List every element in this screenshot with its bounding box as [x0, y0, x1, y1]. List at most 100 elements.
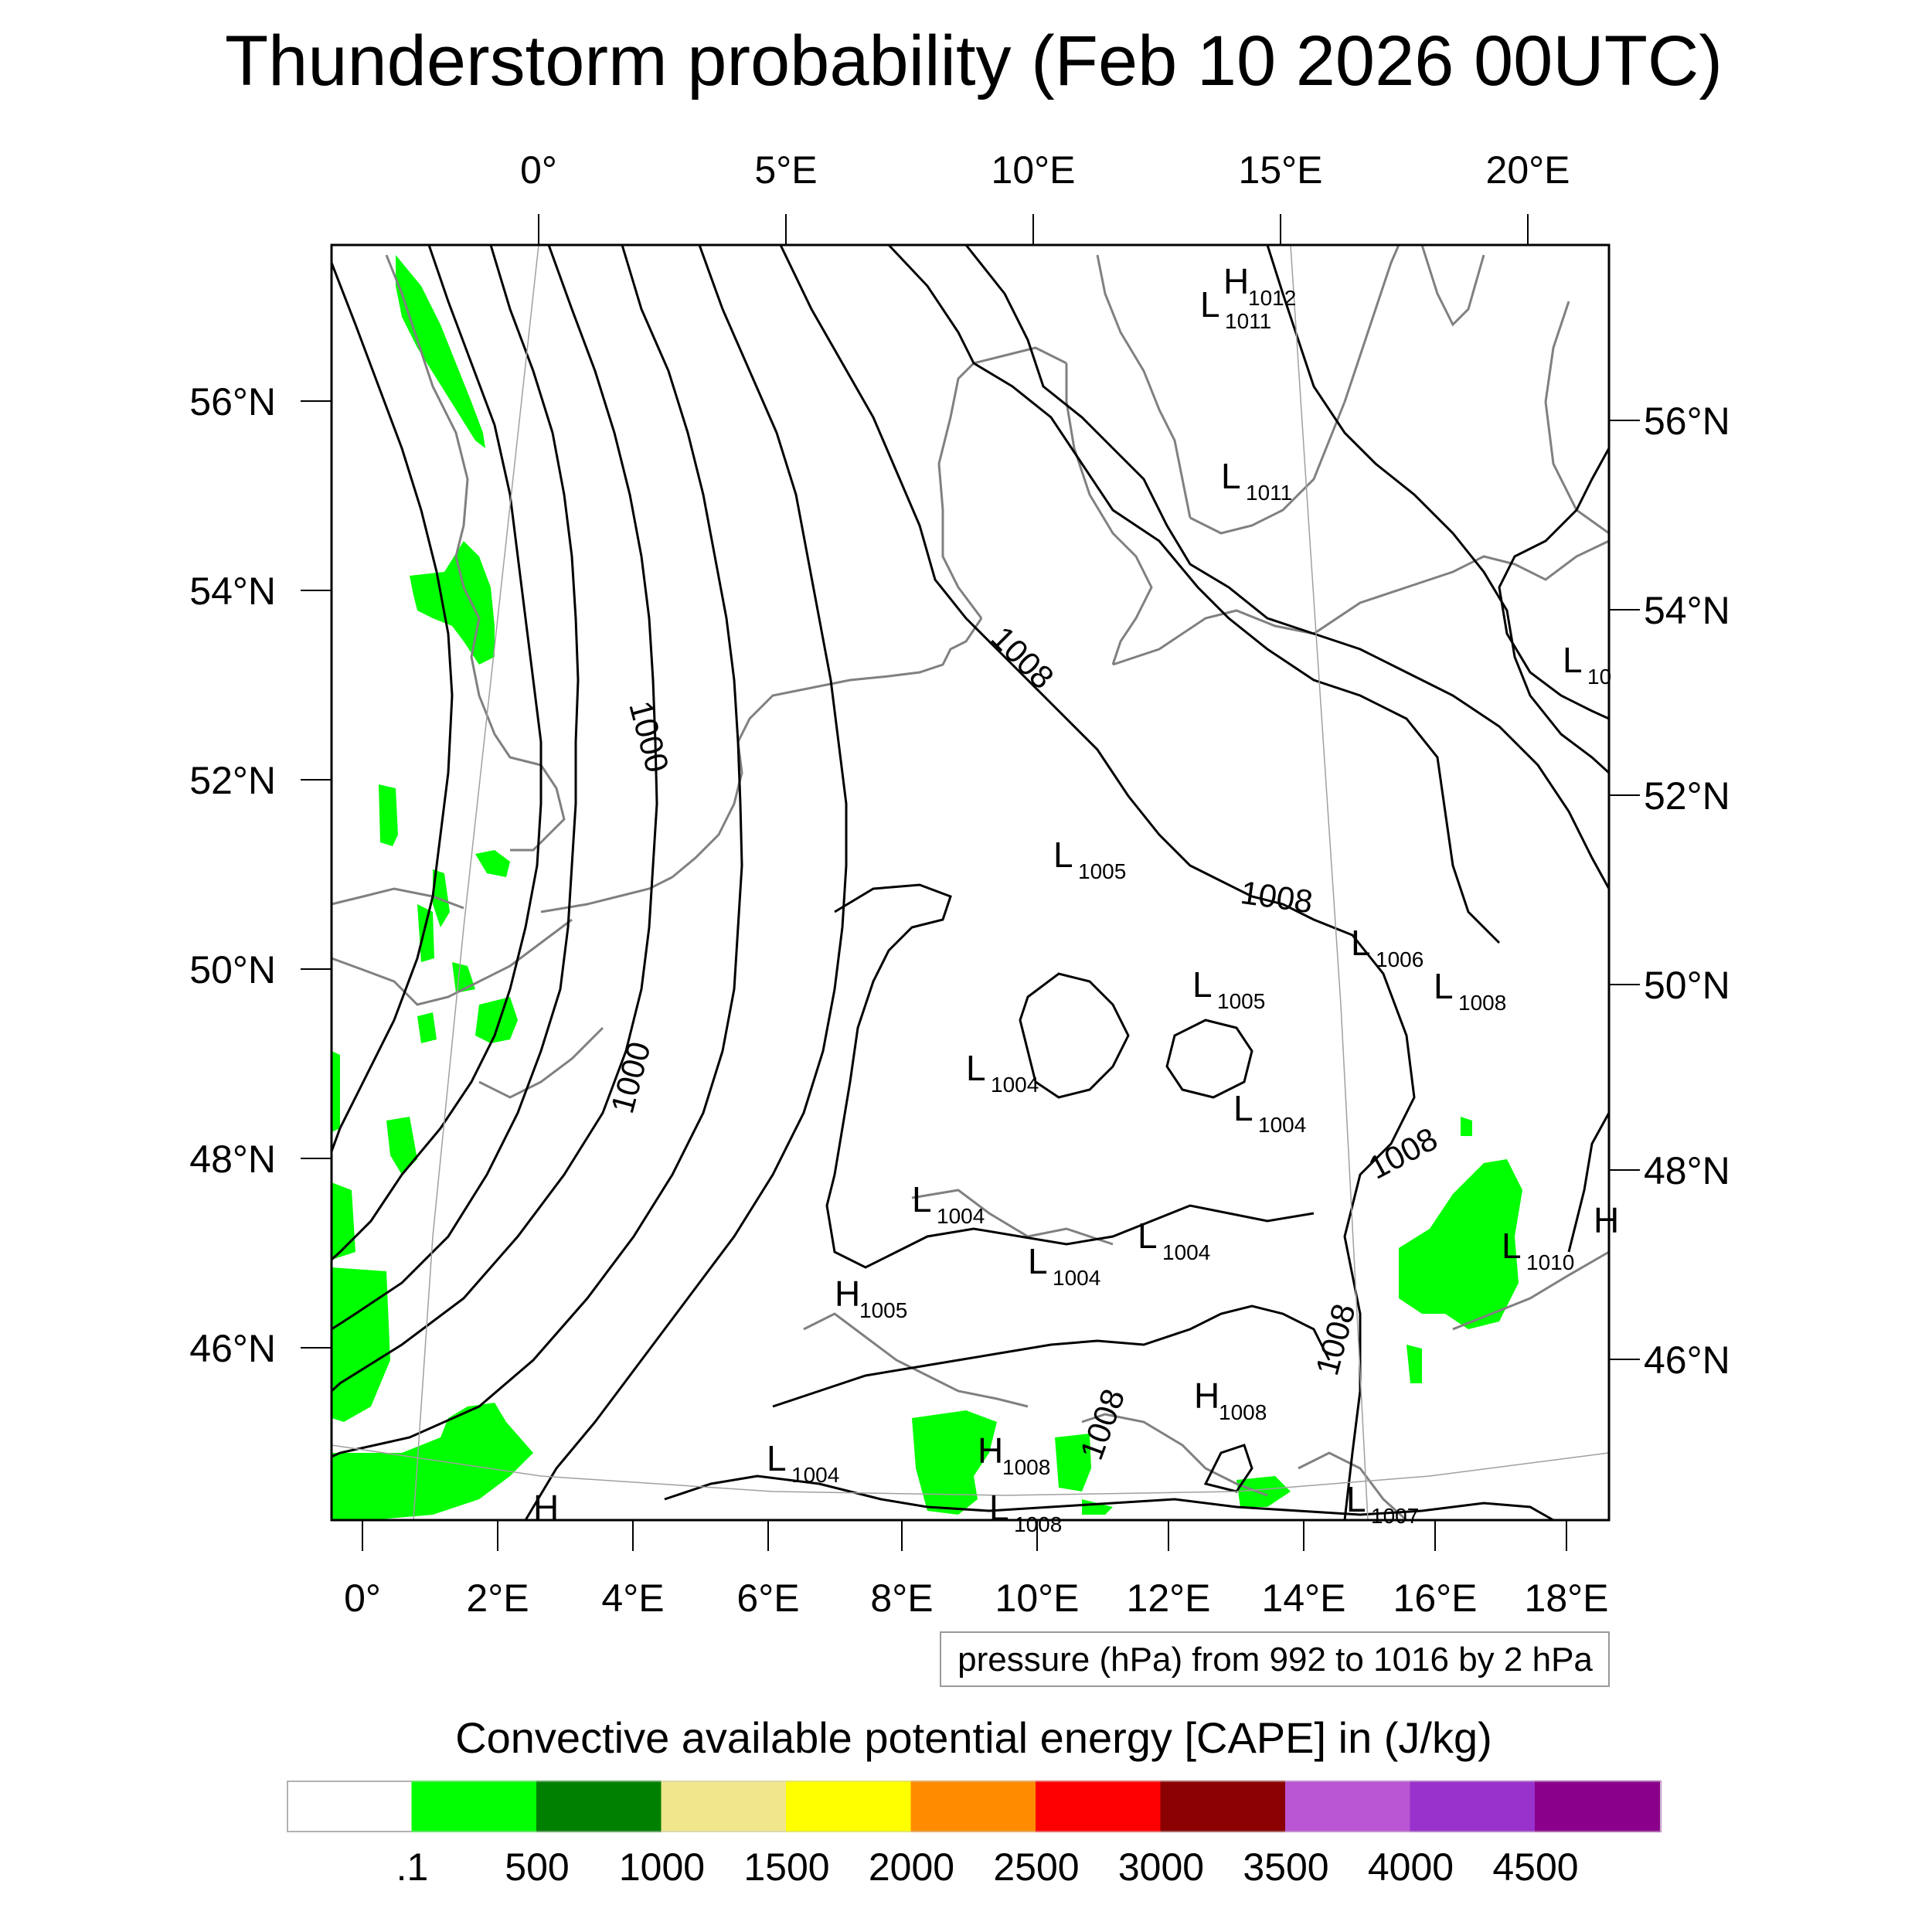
- low-pressure-center: L 1007: [1346, 1479, 1419, 1528]
- coast-france-border: [478, 1026, 604, 1099]
- colorbar-tick-label: 4000: [1368, 1845, 1454, 1889]
- map-panel: [330, 243, 1611, 1522]
- pressure-center-value: 1011: [1246, 481, 1292, 505]
- pressure-center-letter: L: [1351, 923, 1371, 963]
- cape-area-france-n2: [475, 997, 518, 1043]
- isobar-low-mid-1: [825, 883, 1315, 1269]
- isobar-1: [330, 262, 454, 1152]
- pressure-center-value: 1004: [937, 1204, 985, 1228]
- isobar-6: [524, 244, 848, 1521]
- low-pressure-center: L 1011: [1221, 456, 1292, 505]
- low-pressure-center: L 1005: [1053, 835, 1126, 883]
- pressure-center-value: 1011: [1225, 309, 1271, 333]
- colorbar-tick-label: 2000: [869, 1845, 954, 1889]
- pressure-center-letter: H: [1223, 261, 1249, 301]
- pressure-center-letter: L: [1028, 1241, 1048, 1281]
- pressure-center-letter: L: [912, 1179, 932, 1219]
- cape-area-biscay-4: [332, 1267, 390, 1422]
- pressure-center-letter: L: [767, 1438, 787, 1478]
- bottom-axis-label: 6°E: [736, 1577, 799, 1620]
- low-pressure-center: L 1008: [1434, 966, 1506, 1015]
- right-axis-label: 56°N: [1644, 400, 1730, 443]
- pressure-center-letter: H: [835, 1274, 860, 1314]
- coast-denmark-west: [937, 346, 1067, 619]
- colorbar-swatch: [1160, 1781, 1287, 1832]
- low-pressure-center: L 1004: [1233, 1088, 1306, 1137]
- coast-baltic-islands: [1420, 244, 1485, 327]
- left-axis-label: 46°N: [189, 1327, 276, 1370]
- cape-area-adriatic-2: [1082, 1499, 1113, 1515]
- colorbar-swatch: [661, 1781, 787, 1832]
- pressure-center-value: 1007: [1371, 1504, 1419, 1528]
- low-pressure-center: L 1004: [966, 1048, 1039, 1097]
- pressure-center-value: 1005: [859, 1298, 907, 1322]
- graticule: [331, 244, 1610, 1521]
- pressure-center-letter: H: [978, 1430, 1003, 1471]
- low-pressure-center: L 1006: [1351, 923, 1423, 971]
- low-pressure-center: L 1010: [1502, 1226, 1574, 1274]
- high-pressure-center: H: [1594, 1200, 1619, 1240]
- cape-area-biscay-1: [332, 1051, 340, 1132]
- pressure-center-value: 1004: [1258, 1113, 1306, 1137]
- pressure-center-value: 1004: [1053, 1266, 1100, 1290]
- isobar-11: [1498, 447, 1611, 720]
- low-pressure-center: L 1004: [767, 1438, 839, 1487]
- coast-denmark-east: [1065, 363, 1153, 665]
- top-axis-label: 0°: [520, 148, 557, 192]
- coast-baltic-south: [1112, 539, 1610, 666]
- bottom-axis-label: 0°: [344, 1577, 381, 1620]
- contour-info-box: pressure (hPa) from 992 to 1016 by 2 hPa: [940, 1631, 1610, 1687]
- coast-france-north: [331, 918, 573, 1006]
- graticule-15e-curve: [1290, 244, 1369, 1521]
- isobar-7: [779, 244, 1416, 1521]
- bottom-axis-label: 14°E: [1262, 1577, 1346, 1620]
- colorbar-swatch: [1535, 1781, 1662, 1832]
- right-axis-label: 54°N: [1644, 589, 1730, 632]
- isobar-5: [331, 244, 743, 1458]
- low-pressure-center: L 1004: [912, 1179, 985, 1228]
- contour-info-text: pressure (hPa) from 992 to 1016 by 2 hPa: [957, 1641, 1593, 1679]
- coast-sweden-south: [1189, 401, 1346, 535]
- cape-area-channel: [433, 869, 450, 927]
- bottom-axis-label: 16°E: [1393, 1577, 1478, 1620]
- pressure-center-letter: L: [989, 1488, 1009, 1528]
- high-pressure-center: H: [533, 1488, 559, 1528]
- coast-benelux: [672, 617, 983, 879]
- map-frame: [330, 243, 1611, 1522]
- pressure-center-value: 1005: [1078, 859, 1126, 883]
- coastlines: [331, 244, 1610, 1522]
- map-axes: 0° 5°E 10°E 15°E 20°E 0° 2°E 4°E 6°E 8°E 10°E 12°E 1…: [189, 148, 1730, 1620]
- isobar-2: [330, 244, 543, 1261]
- graticule-45n-curve: [331, 1444, 1610, 1496]
- cape-area-biscay-2: [386, 1117, 417, 1175]
- top-axis-label: 10°E: [992, 148, 1076, 192]
- top-axis-label: 5°E: [754, 148, 817, 192]
- cape-area-biscay-3: [332, 1182, 355, 1260]
- isobar-italy-loop: [1203, 1444, 1253, 1493]
- pressure-center-value: 1008: [1219, 1400, 1267, 1424]
- pressure-center-value: 10: [1587, 665, 1611, 689]
- colorbar-tick-label: 3500: [1243, 1845, 1328, 1889]
- top-axis-label: 20°E: [1486, 148, 1570, 192]
- bottom-axis-label: 18°E: [1525, 1577, 1609, 1620]
- colorbar-swatch: [1410, 1781, 1536, 1832]
- colorbar-tick-label: 1500: [743, 1845, 829, 1889]
- isobar-low-mid-2: [1019, 972, 1130, 1099]
- isobar-12: [1567, 1112, 1611, 1253]
- isobar-10: [1266, 244, 1611, 774]
- coast-baltic-east: [1544, 301, 1610, 535]
- isobar-south-med: [664, 1475, 1554, 1522]
- isobars: [330, 243, 1611, 1522]
- pressure-center-value: 1004: [791, 1463, 839, 1487]
- cape-area-ligurian-2: [1055, 1434, 1091, 1492]
- left-axis-label: 56°N: [189, 380, 276, 423]
- colorbar: Convective available potential energy [C…: [287, 1713, 1662, 1889]
- colorbar-tick-labels: .1 500 1000 1500 2000 2500 3000 3500 4000 4500: [396, 1845, 1579, 1889]
- low-pressure-center: L 1004: [1138, 1216, 1210, 1264]
- low-pressure-center: L 1004: [1028, 1241, 1100, 1290]
- left-axis-label: 50°N: [189, 948, 276, 992]
- isobar-9: [964, 244, 1611, 889]
